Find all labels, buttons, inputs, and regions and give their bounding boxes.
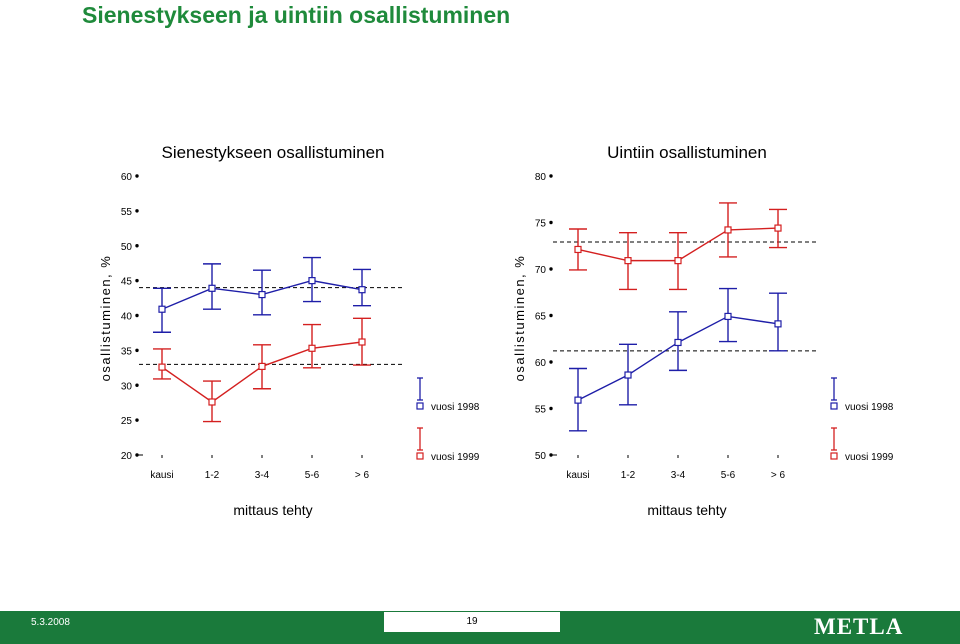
footer-page-number: 19 (384, 612, 560, 632)
chart1-x-tick-label: 3-4 (255, 470, 270, 481)
chart2-y-tick-label: 50 (535, 451, 547, 462)
chart1-x-axis-label: mittaus tehty (233, 502, 312, 518)
chart1-y-tick-label: 60 (121, 172, 133, 183)
chart1-y-tick-mark (135, 348, 139, 353)
footer-date: 5.3.2008 (31, 617, 70, 628)
chart1-series1-point (158, 305, 166, 313)
chart2-legend2-label: vuosi 1999 (845, 452, 894, 463)
chart1-series1-point (208, 284, 216, 292)
chart2-y-tick-label: 55 (535, 405, 547, 416)
chart2-y-tick-label: 80 (535, 172, 547, 183)
chart1-series2-point (258, 362, 266, 371)
chart1-legend1-label: vuosi 1998 (431, 402, 480, 413)
chart1-y-axis-label: osallistuminen, % (98, 255, 113, 382)
chart2-series2-point (774, 224, 782, 232)
chart2-series1-point (774, 320, 782, 328)
chart1-series2-point (208, 398, 216, 406)
chart1-series1-point (358, 286, 366, 294)
chart1-series2-point (158, 363, 166, 371)
chart1-y-tick-label: 55 (121, 207, 133, 218)
chart1-x-tick-label: 1-2 (205, 470, 220, 481)
chart1-x-tick-label: 5-6 (305, 470, 320, 481)
chart1-legend2-label: vuosi 1999 (431, 452, 480, 463)
chart1-x-tick-label: kausi (150, 470, 173, 481)
chart1-series1-point (308, 277, 316, 285)
chart1-y-tick-mark (135, 313, 139, 318)
chart1-y-tick-label: 40 (121, 312, 133, 323)
chart2-y-tick-mark (549, 267, 553, 271)
chart1-y-tick-mark (135, 209, 139, 213)
chart2-series2-point (724, 226, 732, 234)
page-title: Sienestykseen ja uintiin osallistuminen (82, 2, 511, 28)
chart2-legend1-marker (830, 402, 838, 410)
chart1-y-tick-mark (135, 278, 139, 283)
chart1-legend2-marker (416, 452, 424, 460)
metla-logo: METLA (814, 614, 904, 639)
chart2-x-tick-label: 1-2 (621, 470, 636, 481)
chart1-series2-point (358, 338, 366, 346)
chart2-y-tick-label: 65 (535, 312, 547, 323)
chart1-series2-point (308, 344, 316, 352)
chart1-y-tick-label: 20 (121, 451, 133, 462)
chart1-y-tick-label: 45 (121, 277, 133, 288)
chart1-title: Sienestykseen osallistuminen (161, 143, 384, 162)
chart2-title: Uintiin osallistuminen (607, 143, 767, 162)
chart2-series1-point (724, 312, 732, 321)
chart2-y-tick-label: 60 (535, 358, 547, 369)
chart2-legend1-label: vuosi 1998 (845, 402, 894, 413)
chart2-y-tick-mark (549, 174, 553, 178)
chart1-y-tick-mark (135, 383, 139, 387)
chart2-x-tick-label: 3-4 (671, 470, 686, 481)
chart2-series2-point (574, 245, 582, 254)
chart2-x-axis-label: mittaus tehty (647, 502, 726, 518)
chart1-y-tick-label: 35 (121, 346, 133, 357)
chart2-legend2-marker (830, 452, 838, 460)
chart1-series1-point (258, 290, 266, 299)
chart1-y-tick-label: 25 (121, 416, 133, 427)
charts-area: Sienestykseen osallistuminen osallistumin… (98, 143, 894, 518)
chart1-y-tick-label: 30 (121, 381, 133, 392)
chart2-y-tick-mark (549, 220, 553, 225)
chart2-x-tick-label: kausi (566, 470, 589, 481)
chart2-y-tick-label: 70 (535, 265, 547, 276)
chart2-y-tick-mark (549, 360, 553, 364)
chart2-series2-point (674, 257, 682, 265)
chart2-y-axis-label: osallistuminen, % (512, 255, 527, 382)
chart2-series2-point (624, 257, 632, 265)
chart1-y-tick-mark (135, 174, 139, 178)
chart1-y-tick-label: 50 (121, 242, 133, 253)
chart2-series1-point (624, 371, 632, 379)
chart1-x-tick-label: > 6 (355, 470, 370, 481)
chart1-legend1-marker (416, 402, 424, 410)
chart1-y-tick-mark (135, 244, 139, 248)
chart2-series1-point (674, 338, 682, 347)
chart2-y-tick-label: 75 (535, 219, 547, 230)
chart2-y-tick-mark (549, 313, 553, 318)
chart2-x-tick-label: > 6 (771, 470, 786, 481)
chart1-y-tick-mark (135, 418, 139, 422)
chart2-x-tick-label: 5-6 (721, 470, 736, 481)
chart2-series1-point (574, 396, 582, 404)
chart2-y-tick-mark (549, 406, 553, 411)
